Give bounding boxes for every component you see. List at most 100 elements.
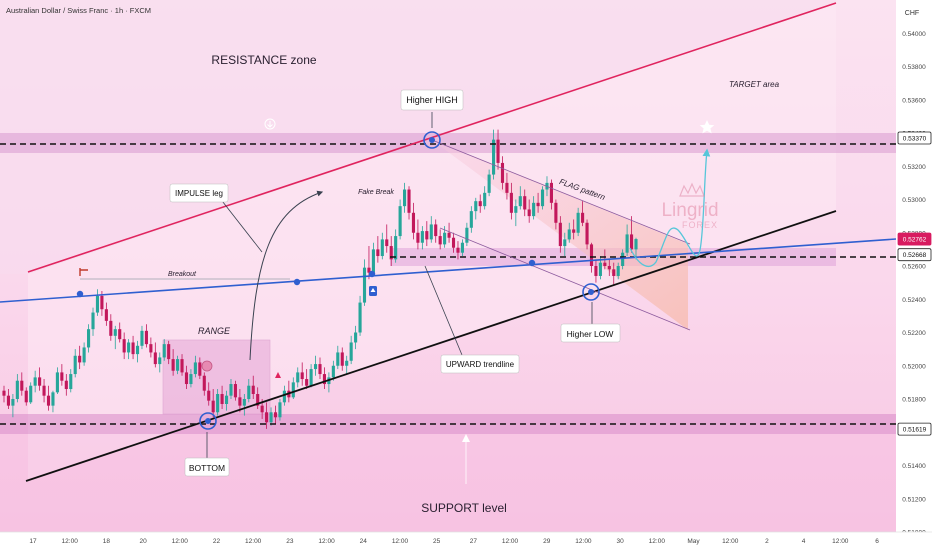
candle-body [322,374,327,385]
candle [305,369,309,390]
impulse-leg-label: IMPULSE leg [175,189,223,198]
candle [202,372,206,396]
candle-body [598,262,602,276]
candle-body [265,412,269,423]
candle-body [380,239,384,257]
candle-body [563,239,567,247]
candle-body [33,377,37,386]
candle-body [492,139,496,175]
price-badge-label: 0.53370 [903,135,927,142]
candle [621,249,625,270]
candle [478,194,482,213]
candle-body [549,182,553,203]
candle [189,369,193,388]
candle-body [576,212,580,233]
fake-break-label: Fake Break [358,189,394,196]
candle [207,382,211,406]
support-level-label: SUPPORT level [421,501,507,515]
candle-body [171,359,175,371]
upward-trendline[interactable] [25,210,837,482]
candle [109,314,113,341]
upward-trendline-callout: UPWARD trendline [440,354,520,374]
candle-body [594,266,598,276]
candle [634,237,638,260]
retest-dot [293,278,301,286]
candle-body [540,189,545,207]
candle [336,345,340,370]
candle [532,196,536,220]
candle [447,222,451,243]
candle [193,355,197,378]
x-tick-label: 12:00 [245,538,262,545]
x-tick-label: 25 [433,538,441,545]
bottom-label: BOTTOM [189,463,225,473]
candle [233,380,237,401]
candle-body [362,267,367,303]
candle [554,199,558,230]
breakout-label: Breakout [168,271,197,278]
candle-body [109,320,113,336]
candle-body [612,269,616,276]
candle [273,405,278,424]
candle [558,216,562,253]
x-tick-label: 22 [213,538,221,545]
x-tick-label: 30 [617,538,625,545]
price-badge-box [897,131,932,145]
candle [220,385,224,409]
candle-body [29,385,33,403]
y-tick-label: 0.51800 [902,397,926,404]
candle [625,224,629,257]
candle [46,385,51,411]
impulse-leg-callout: IMPULSE leg [169,183,229,203]
candle [549,179,553,210]
candle-body [82,347,86,363]
candle-body [144,330,148,345]
target-area-label: TARGET area [729,80,780,89]
x-ticks-layer: 17 12:00 18 20 12:00 22 12:00 23 12:00 24 12:00 25 2… [29,538,879,545]
candle-body [46,395,51,406]
candle-body [211,400,215,413]
x-tick-label: 23 [286,538,294,545]
candle [78,345,82,370]
candle-body [567,229,571,240]
candle-body [581,212,585,223]
candle-body [385,239,389,247]
candle [416,219,420,250]
crown-icon [679,182,705,197]
candle-body [224,395,229,404]
x-tick-label: 12:00 [832,538,849,545]
x-tick-label: 12:00 [392,538,409,545]
time-axis[interactable] [0,532,932,550]
x-tick-label: 17 [29,538,37,545]
candle-body [403,189,407,207]
higher-low-callout: Higher LOW [560,323,621,343]
candle [376,236,380,263]
candle-body [42,385,46,396]
candle [429,216,433,243]
price-badge-box [897,422,932,436]
price-badge: 0.51619 [897,422,932,436]
candle [229,379,233,399]
candle-body [202,375,206,391]
candle-body [193,362,197,375]
candle [309,364,313,388]
breakout-line[interactable] [0,238,897,303]
candle [345,355,349,375]
candle [572,219,576,240]
candle [451,232,456,253]
candle-body [251,385,255,395]
candle [487,169,491,197]
candle-body [162,344,166,358]
price-axis[interactable] [896,0,932,532]
candle-body [411,212,416,233]
candle-body [456,247,460,253]
candle [313,355,318,376]
resistance-band [0,133,896,153]
candle-body [585,222,589,245]
higher-high-circle [423,131,441,149]
candle-body [425,231,429,240]
candle-body [260,405,264,413]
candle-body [135,345,140,355]
candle-body [269,412,273,423]
